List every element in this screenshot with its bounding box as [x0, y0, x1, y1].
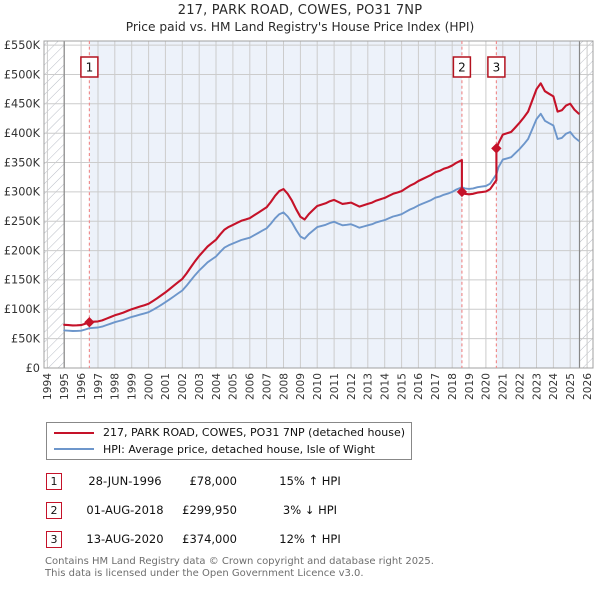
y-tick-label: £100K [4, 303, 41, 316]
x-tick-label: 2014 [380, 373, 392, 400]
hpi-line-swatch [54, 448, 94, 451]
x-tick-label: 2019 [464, 373, 476, 400]
sale-number-badge: 3 [46, 531, 62, 548]
x-tick-label: 2013 [363, 373, 375, 400]
sale-marker-diamond [491, 143, 502, 154]
hpi-line [63, 112, 580, 332]
band-shade [496, 41, 580, 368]
property-line-swatch [54, 431, 94, 434]
x-tick-label: 2023 [531, 373, 543, 400]
y-tick-label: £250K [4, 215, 41, 228]
y-tick-label: £350K [4, 156, 41, 169]
sale-vs-hpi: 3% ↓ HPI [282, 503, 338, 517]
y-tick-label: £50K [11, 332, 41, 345]
x-tick-label: 2026 [582, 373, 594, 400]
x-tick-label: 2016 [413, 373, 425, 400]
sale-label-number: 2 [458, 61, 466, 75]
y-tick-label: £0 [26, 362, 40, 375]
x-tick-label: 1998 [110, 373, 122, 400]
band-hatch [579, 41, 593, 368]
y-tick-label: £550K [4, 39, 41, 52]
sale-date: 13-AUG-2020 [86, 532, 164, 546]
x-tick-label: 1997 [93, 373, 105, 400]
x-tick-label: 2002 [177, 373, 189, 400]
y-tick-label: £500K [4, 68, 41, 81]
x-tick-label: 1999 [127, 373, 139, 400]
band-hatch [44, 41, 65, 368]
legend-label-property: 217, PARK ROAD, COWES, PO31 7NP (detache… [103, 426, 406, 440]
x-tick-label: 2004 [211, 373, 223, 400]
table-row: 3 13-AUG-2020 £374,000 12% ↑ HPI [46, 531, 426, 550]
page-title: 217, PARK ROAD, COWES, PO31 7NP [177, 3, 423, 18]
sale-date: 01-AUG-2018 [86, 503, 164, 517]
band-plain [461, 41, 497, 368]
y-tick-label: £200K [4, 244, 41, 257]
x-tick-label: 2012 [346, 373, 358, 400]
x-tick-label: 2024 [548, 373, 560, 400]
license-footer: Contains HM Land Registry data © Crown c… [45, 556, 585, 579]
x-tick-label: 2006 [245, 373, 257, 400]
table-row: 2 01-AUG-2018 £299,950 3% ↓ HPI [46, 502, 426, 521]
x-tick-label: 2008 [278, 373, 290, 400]
property-price-line [63, 82, 580, 327]
page-subtitle: Price paid vs. HM Land Registry's House … [125, 20, 475, 34]
x-tick-label: 2007 [261, 373, 273, 400]
sale-label-number: 1 [86, 61, 94, 75]
x-tick-label: 2018 [447, 373, 459, 400]
x-tick-label: 1995 [59, 373, 71, 400]
x-tick-label: 2011 [329, 373, 341, 400]
sale-number-badge: 1 [46, 473, 62, 490]
x-tick-label: 2020 [481, 373, 493, 400]
x-tick-label: 1996 [76, 373, 88, 400]
x-tick-label: 2025 [565, 373, 577, 400]
x-tick-label: 2005 [228, 373, 240, 400]
x-tick-label: 2001 [160, 373, 172, 400]
price-chart: 1 2 3 £0 £50K £100K £150K £200K £250K £300K £350K £… [4, 39, 594, 400]
plot-border [43, 40, 594, 369]
x-tick-label: 2009 [295, 373, 307, 400]
x-tick-label: 1994 [42, 373, 54, 400]
y-tick-label: £400K [4, 127, 41, 140]
x-tick-label: 2022 [514, 373, 526, 400]
legend-label-hpi: HPI: Average price, detached house, Isle… [103, 442, 375, 456]
x-tick-label: 2015 [396, 373, 408, 400]
sale-marker-diamond [456, 186, 468, 198]
sale-vs-hpi: 15% ↑ HPI [279, 474, 341, 488]
sale-number-badge: 2 [46, 502, 62, 519]
sale-date: 28-JUN-1996 [88, 474, 162, 488]
footer-line-2: This data is licensed under the Open Gov… [45, 567, 364, 579]
legend-item-property: 217, PARK ROAD, COWES, PO31 7NP (detache… [47, 425, 411, 441]
x-tick-label: 2003 [194, 373, 206, 400]
sale-price: £374,000 [182, 532, 237, 546]
x-tick-label: 2000 [143, 373, 155, 400]
band-plain [64, 41, 90, 368]
y-tick-label: £150K [4, 274, 41, 287]
y-tick-label: £450K [4, 98, 41, 111]
x-tick-label: 2010 [312, 373, 324, 400]
footer-line-1: Contains HM Land Registry data © Crown c… [45, 556, 434, 567]
sale-price: £78,000 [189, 474, 237, 488]
legend-item-hpi: HPI: Average price, detached house, Isle… [47, 441, 411, 457]
x-tick-label: 2021 [498, 373, 510, 400]
sale-price: £299,950 [182, 503, 237, 517]
chart-legend: 217, PARK ROAD, COWES, PO31 7NP (detache… [46, 422, 412, 460]
sale-label-box [80, 56, 99, 78]
band-shade [89, 41, 463, 368]
sale-label-box [487, 56, 506, 78]
transactions-table: 1 28-JUN-1996 £78,000 15% ↑ HPI 2 01-AUG… [46, 473, 426, 557]
table-row: 1 28-JUN-1996 £78,000 15% ↑ HPI [46, 473, 426, 492]
x-tick-label: 2017 [430, 373, 442, 400]
sale-label-number: 3 [493, 61, 501, 75]
sale-label-box [452, 56, 472, 78]
y-tick-label: £300K [4, 186, 41, 199]
sale-marker-diamond [84, 317, 95, 328]
sale-vs-hpi: 12% ↑ HPI [279, 532, 341, 546]
